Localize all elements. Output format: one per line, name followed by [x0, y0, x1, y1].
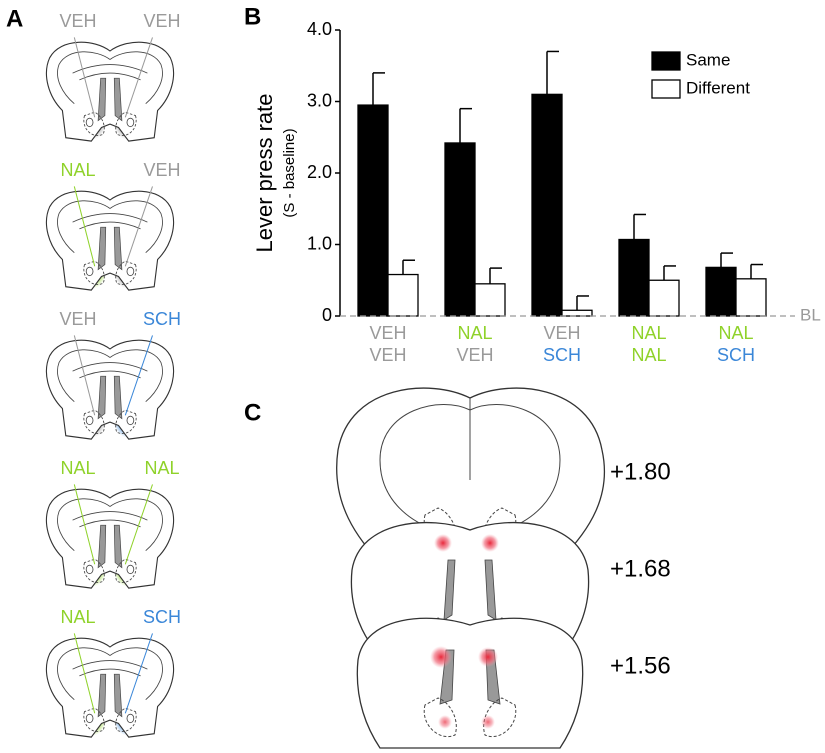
- bar: [561, 309, 593, 317]
- x-tick-label: VEH: [369, 345, 406, 365]
- cannula-track: [124, 335, 153, 416]
- brain-diagram: [45, 186, 175, 291]
- legend-swatch: [651, 79, 681, 99]
- brain-diagram: [45, 633, 175, 738]
- x-tick-label: VEH: [369, 323, 406, 343]
- cannula-track: [124, 633, 153, 714]
- bar: [705, 266, 737, 317]
- y-axis-title: Lever press rate: [252, 94, 277, 253]
- drug-label: SCH: [143, 607, 181, 627]
- bar: [735, 278, 767, 317]
- x-tick-label: NAL: [631, 345, 666, 365]
- brain-outline: [45, 190, 175, 291]
- section-level: +1.68: [610, 555, 671, 582]
- x-tick-label: NAL: [631, 323, 666, 343]
- legend-swatch: [651, 51, 681, 71]
- panel-label: B: [244, 3, 261, 30]
- drug-label: VEH: [59, 11, 96, 31]
- section-level: +1.80: [610, 458, 671, 485]
- brain-outline: [45, 339, 175, 440]
- x-tick-label: SCH: [543, 345, 581, 365]
- legend-label: Same: [686, 50, 730, 69]
- drug-label: NAL: [60, 607, 95, 627]
- cannula-track: [73, 484, 96, 565]
- x-tick-label: SCH: [717, 345, 755, 365]
- panel-label: A: [6, 5, 23, 32]
- drug-label: VEH: [59, 309, 96, 329]
- brain-outline: [45, 637, 175, 738]
- cannula-track: [73, 186, 96, 267]
- x-tick-label: VEH: [456, 345, 493, 365]
- y-axis-subtitle: (S - baseline): [281, 128, 298, 217]
- y-tick-label: 1.0: [307, 233, 332, 253]
- brain-outline: [45, 488, 175, 589]
- y-tick-label: 4.0: [307, 19, 332, 39]
- brain-diagram: [45, 484, 175, 589]
- bar: [357, 104, 389, 317]
- brain-diagram: [45, 37, 175, 142]
- brain-diagram: [45, 335, 175, 440]
- panel-label: C: [244, 399, 261, 426]
- drug-label: VEH: [143, 160, 180, 180]
- y-tick-label: 0: [322, 305, 332, 325]
- bar: [648, 279, 680, 317]
- x-tick-label: VEH: [543, 323, 580, 343]
- drug-label: NAL: [60, 458, 95, 478]
- cannula-track: [73, 335, 96, 416]
- cannula-track: [124, 186, 153, 267]
- legend-label: Different: [686, 78, 750, 97]
- cannula-track: [73, 37, 96, 118]
- baseline-label: BL: [800, 305, 821, 324]
- drug-label: VEH: [143, 11, 180, 31]
- cannula-track: [124, 37, 153, 118]
- bar: [474, 283, 506, 317]
- x-tick-label: NAL: [457, 323, 492, 343]
- x-tick-label: NAL: [718, 323, 753, 343]
- y-tick-label: 3.0: [307, 90, 332, 110]
- drug-label: SCH: [143, 309, 181, 329]
- section-level: +1.56: [610, 652, 671, 679]
- cannula-track: [124, 484, 153, 565]
- bar: [531, 93, 563, 317]
- bar: [618, 238, 650, 317]
- drug-label: NAL: [144, 458, 179, 478]
- cannula-track: [73, 633, 96, 714]
- bar: [387, 273, 419, 317]
- brain-outline: [45, 41, 175, 142]
- y-tick-label: 2.0: [307, 162, 332, 182]
- bar: [444, 142, 476, 317]
- drug-label: NAL: [60, 160, 95, 180]
- brain-sections: [336, 387, 606, 749]
